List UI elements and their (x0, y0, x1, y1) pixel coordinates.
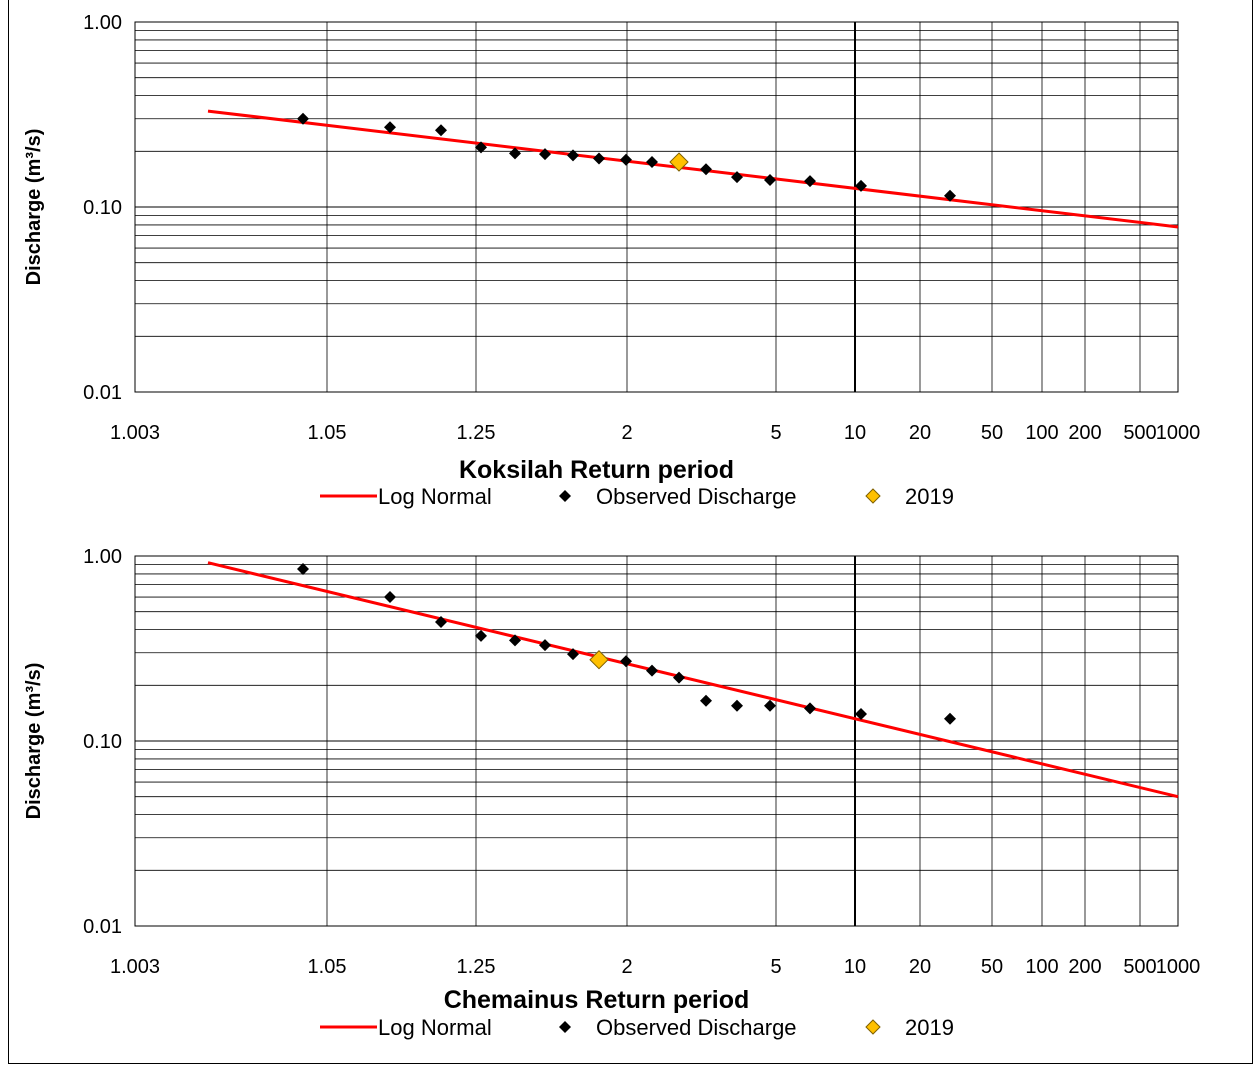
observed-point (297, 563, 309, 576)
x-tick-label: 50 (981, 956, 1003, 978)
observed-point (700, 694, 712, 707)
observed-point (509, 634, 521, 647)
observed-point (539, 148, 551, 161)
x-tick-label: 1.05 (308, 956, 347, 978)
observed-point (384, 121, 396, 134)
observed-point (646, 156, 658, 169)
observed-point (855, 179, 867, 192)
x-tick-label: 20 (909, 956, 931, 978)
observed-point (475, 629, 487, 642)
observed-point (944, 712, 956, 725)
legend-swatch-2019 (865, 1019, 881, 1035)
x-tick-label: 500 (1123, 422, 1156, 444)
y-tick-label: 0.01 (83, 916, 122, 938)
observed-point (731, 171, 743, 184)
x-tick-label: 100 (1025, 422, 1058, 444)
observed-point (855, 707, 867, 720)
legend-label-observed: Observed Discharge (596, 1015, 797, 1040)
x-tick-label: 1.003 (110, 956, 160, 978)
observed-point (567, 648, 579, 661)
x-tick-label: 100 (1025, 956, 1058, 978)
observed-point (384, 591, 396, 604)
observed-point (435, 124, 447, 137)
x-tick-label: 1.25 (457, 956, 496, 978)
x-tick-label: 1000 (1156, 956, 1201, 978)
x-tick-label: 20 (909, 422, 931, 444)
y-axis-title: Discharge (m³/s) (23, 663, 45, 820)
legend-swatch-observed (559, 490, 571, 502)
observed-point (764, 699, 776, 712)
observed-point (567, 149, 579, 162)
x-tick-label: 1.003 (110, 422, 160, 444)
point-2019 (669, 152, 689, 172)
legend-label-observed: Observed Discharge (596, 484, 797, 509)
point-2019 (589, 650, 609, 670)
x-tick-label: 50 (981, 422, 1003, 444)
x-tick-label: 500 (1123, 956, 1156, 978)
observed-point (620, 655, 632, 668)
y-tick-label: 0.10 (83, 197, 122, 219)
observed-point (620, 153, 632, 166)
y-tick-label: 1.00 (83, 546, 122, 568)
figure-frame (8, 0, 1253, 1064)
x-tick-label: 5 (770, 956, 781, 978)
series-log-normal-line (207, 561, 1179, 799)
y-axis-title: Discharge (m³/s) (23, 129, 45, 286)
legend-swatch-observed (559, 1021, 571, 1033)
x-tick-label: 2 (621, 956, 632, 978)
y-tick-label: 0.01 (83, 382, 122, 404)
x-tick-label: 10 (844, 956, 866, 978)
legend-label-2019: 2019 (905, 484, 954, 509)
legend-swatch-2019 (865, 488, 881, 504)
x-tick-label: 5 (770, 422, 781, 444)
observed-point (435, 615, 447, 628)
observed-point (509, 147, 521, 160)
y-tick-label: 1.00 (83, 12, 122, 34)
observed-point (804, 175, 816, 188)
observed-point (673, 671, 685, 684)
x-tick-label: 1000 (1156, 422, 1201, 444)
observed-point (297, 112, 309, 125)
legend-label-2019: 2019 (905, 1015, 954, 1040)
observed-point (593, 152, 605, 165)
x-tick-label: 1.25 (457, 422, 496, 444)
observed-point (700, 163, 712, 176)
chemainus-chart: 1.003 1.05 1.25 2 5 10 20 50 100 200 500 1000 1.00 0.… (23, 546, 1200, 1040)
series-log-normal-line (207, 109, 1179, 229)
observed-point (764, 173, 776, 186)
observed-point (539, 639, 551, 652)
observed-point (731, 699, 743, 712)
x-tick-label: 2 (621, 422, 632, 444)
x-tick-label: 1.05 (308, 422, 347, 444)
chart-title: Chemainus Return period (444, 986, 750, 1014)
y-tick-label: 0.10 (83, 731, 122, 753)
legend-label-log-normal: Log Normal (378, 484, 492, 509)
observed-point (646, 664, 658, 677)
chart-title: Koksilah Return period (459, 456, 734, 484)
observed-point (475, 141, 487, 154)
observed-point (944, 189, 956, 202)
legend-label-log-normal: Log Normal (378, 1015, 492, 1040)
koksilah-chart: 1.003 1.05 1.25 2 5 10 20 50 100 200 500 1000 1.00 0.… (23, 12, 1200, 509)
x-tick-label: 200 (1068, 956, 1101, 978)
x-tick-label: 200 (1068, 422, 1101, 444)
observed-point (804, 702, 816, 715)
x-tick-label: 10 (844, 422, 866, 444)
